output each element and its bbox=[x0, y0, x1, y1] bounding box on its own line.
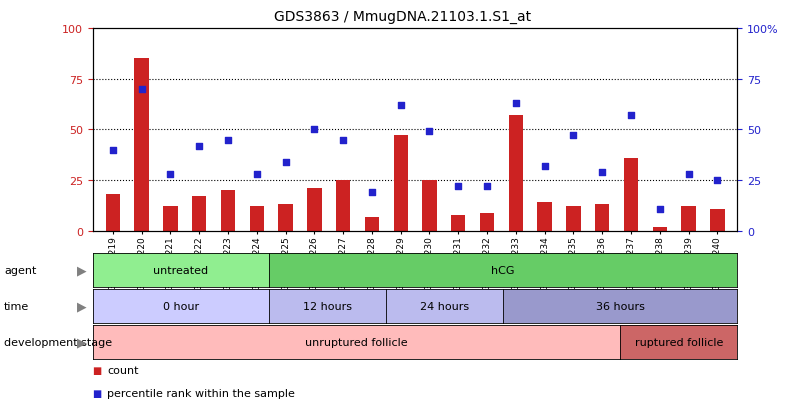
Text: 36 hours: 36 hours bbox=[596, 301, 645, 311]
Point bbox=[106, 147, 119, 154]
Bar bbox=[480, 213, 494, 231]
Text: ruptured follicle: ruptured follicle bbox=[634, 337, 723, 347]
Point bbox=[423, 129, 436, 135]
Text: unruptured follicle: unruptured follicle bbox=[305, 337, 408, 347]
Point bbox=[596, 169, 609, 176]
Bar bbox=[336, 180, 351, 231]
Bar bbox=[538, 203, 552, 231]
Text: untreated: untreated bbox=[153, 265, 208, 275]
Point bbox=[538, 163, 551, 170]
Bar bbox=[250, 207, 264, 231]
Bar bbox=[393, 136, 408, 231]
Bar bbox=[364, 217, 379, 231]
Point bbox=[308, 127, 321, 133]
Bar bbox=[163, 207, 177, 231]
Point bbox=[193, 143, 206, 150]
Bar bbox=[653, 227, 667, 231]
Bar bbox=[422, 180, 437, 231]
Point bbox=[711, 177, 724, 184]
Text: count: count bbox=[107, 366, 139, 375]
Point bbox=[654, 206, 667, 212]
Text: ■: ■ bbox=[93, 366, 105, 375]
Bar bbox=[595, 205, 609, 231]
Point bbox=[251, 171, 264, 178]
Point bbox=[509, 100, 522, 107]
Point bbox=[365, 190, 378, 196]
Bar bbox=[278, 205, 293, 231]
Bar bbox=[681, 207, 696, 231]
Point bbox=[625, 113, 638, 119]
Bar bbox=[509, 116, 523, 231]
Text: GDS3863 / MmugDNA.21103.1.S1_at: GDS3863 / MmugDNA.21103.1.S1_at bbox=[274, 10, 532, 24]
Bar bbox=[710, 209, 725, 231]
Bar bbox=[566, 207, 580, 231]
Bar bbox=[192, 197, 206, 231]
Text: ▶: ▶ bbox=[77, 263, 87, 277]
Point bbox=[337, 137, 350, 143]
Point bbox=[135, 86, 148, 93]
Text: ▶: ▶ bbox=[77, 336, 87, 349]
Point bbox=[279, 159, 292, 166]
Text: time: time bbox=[4, 301, 29, 311]
Text: agent: agent bbox=[4, 265, 36, 275]
Point bbox=[394, 102, 407, 109]
Text: ▶: ▶ bbox=[77, 299, 87, 313]
Point bbox=[222, 137, 235, 143]
Point bbox=[567, 133, 580, 140]
Text: ■: ■ bbox=[93, 388, 105, 398]
Text: 12 hours: 12 hours bbox=[303, 301, 351, 311]
Bar bbox=[624, 159, 638, 231]
Text: 0 hour: 0 hour bbox=[163, 301, 199, 311]
Bar bbox=[451, 215, 466, 231]
Bar bbox=[135, 59, 149, 231]
Bar bbox=[307, 189, 322, 231]
Point bbox=[480, 183, 493, 190]
Text: hCG: hCG bbox=[492, 265, 515, 275]
Bar bbox=[106, 195, 120, 231]
Text: percentile rank within the sample: percentile rank within the sample bbox=[107, 388, 295, 398]
Point bbox=[452, 183, 465, 190]
Point bbox=[682, 171, 695, 178]
Bar bbox=[221, 191, 235, 231]
Text: development stage: development stage bbox=[4, 337, 112, 347]
Text: 24 hours: 24 hours bbox=[420, 301, 469, 311]
Point bbox=[164, 171, 177, 178]
